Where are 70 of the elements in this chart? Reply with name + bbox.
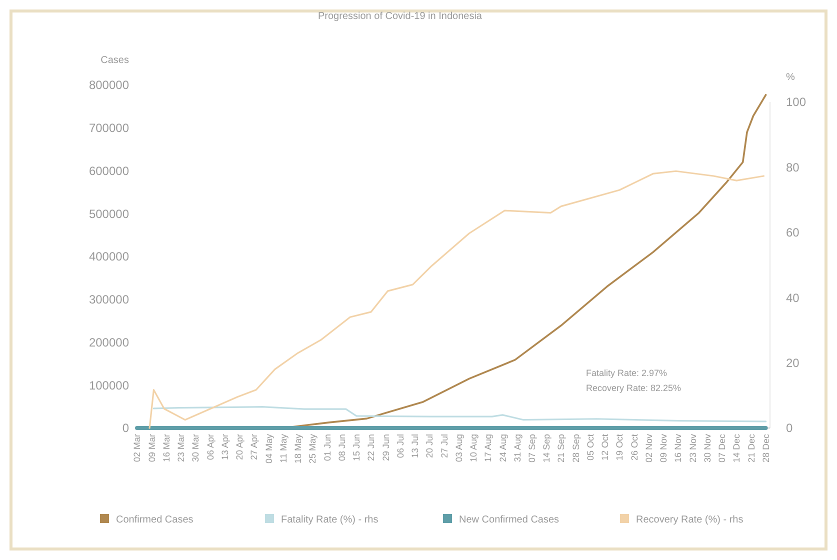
x-tick-label: 22 Jun <box>366 434 376 462</box>
x-tick-label: 27 Apr <box>249 434 260 460</box>
x-tick-label: 14 Sep <box>542 434 552 463</box>
chart-title: Progression of Covid-19 in Indonesia <box>318 11 482 22</box>
x-tick-label: 28 Sep <box>570 434 581 463</box>
x-tick-label: 07 Dec <box>717 434 728 463</box>
x-tick-label: 13 Apr <box>220 434 230 460</box>
x-tick-label: 16 Nov <box>673 434 684 463</box>
x-tick-label: 19 Oct <box>614 434 625 461</box>
legend-label: New Confirmed Cases <box>459 514 560 526</box>
x-tick-label: 30 Nov <box>702 434 712 463</box>
x-tick-label: 28 Dec <box>760 434 771 463</box>
x-tick-label: 07 Sep <box>526 434 537 463</box>
line-series <box>152 406 767 422</box>
x-tick-label: 04 May <box>264 434 274 464</box>
legend-label: Confirmed Cases <box>116 514 194 526</box>
x-tick-label: 13 Jul <box>410 434 420 458</box>
legend-label: Fatality Rate (%) - rhs <box>281 514 378 526</box>
x-tick-label: 15 Jun <box>352 434 362 462</box>
annotation: Fatality Rate: 2.97% <box>586 368 668 378</box>
x-tick-label: 09 Nov <box>658 434 669 463</box>
y-tick-label: 700000 <box>88 121 130 136</box>
y-tick-label: 100000 <box>88 378 130 392</box>
x-tick-label: 29 Jun <box>380 434 391 462</box>
y2-tick-label: 20 <box>786 356 800 370</box>
x-tick-label: 03 Aug <box>454 434 464 462</box>
x-tick-label: 27 Jul <box>439 434 450 458</box>
x-tick-label: 16 Mar <box>161 434 172 462</box>
x-tick-label: 11 May <box>278 434 288 463</box>
x-tick-label: 24 Aug <box>498 434 508 462</box>
y2-tick-label: 60 <box>786 226 800 240</box>
x-tick-label: 17 Aug <box>483 434 494 462</box>
x-tick-label: 21 Sep <box>556 434 566 463</box>
x-tick-label: 25 May <box>308 434 318 464</box>
legend-label: Recovery Rate (%) - rhs <box>636 514 744 526</box>
y2-tick-label: 0 <box>786 421 793 436</box>
x-tick-label: 05 Oct <box>585 434 596 461</box>
y2-tick-label: 100 <box>786 95 806 110</box>
x-tick-label: 23 Mar <box>176 434 186 462</box>
y-tick-label: 600000 <box>88 164 130 178</box>
x-tick-label: 02 Mar <box>132 434 142 462</box>
x-tick-label: 23 Nov <box>688 434 698 463</box>
x-tick-label: 18 May <box>293 434 304 464</box>
annotation: Recovery Rate: 82.25% <box>586 383 682 393</box>
y-tick-label: 500000 <box>88 206 130 221</box>
x-tick-label: 20 Apr <box>234 434 245 460</box>
x-tick-label: 09 Mar <box>146 434 157 462</box>
x-tick-label: 12 Oct <box>600 434 610 461</box>
x-tick-label: 14 Dec <box>732 434 742 463</box>
y-axis-title: Cases <box>100 55 129 66</box>
x-tick-label: 31 Aug <box>512 434 522 462</box>
x-tick-label: 06 Apr <box>205 434 216 460</box>
x-tick-label: 08 Jun <box>336 434 347 462</box>
line-series <box>148 170 765 429</box>
y-tick-label: 0 <box>122 421 130 436</box>
x-tick-label: 20 Jul <box>424 434 435 458</box>
y-tick-label: 800000 <box>88 78 130 92</box>
y2-tick-label: 40 <box>786 290 800 305</box>
x-tick-label: 01 Jun <box>322 434 332 462</box>
x-tick-label: 02 Nov <box>644 434 654 463</box>
y2-axis-title: % <box>786 72 795 83</box>
x-tick-label: 26 Oct <box>629 434 640 461</box>
x-tick-label: 06 Jul <box>395 434 406 458</box>
y-tick-label: 200000 <box>88 335 130 350</box>
x-tick-label: 21 Dec <box>746 434 756 463</box>
y-tick-label: 400000 <box>88 250 130 264</box>
x-tick-label: 30 Mar <box>190 434 201 462</box>
y-tick-label: 300000 <box>88 292 130 307</box>
x-tick-label: 10 Aug <box>468 434 478 462</box>
y2-tick-label: 80 <box>786 160 800 174</box>
